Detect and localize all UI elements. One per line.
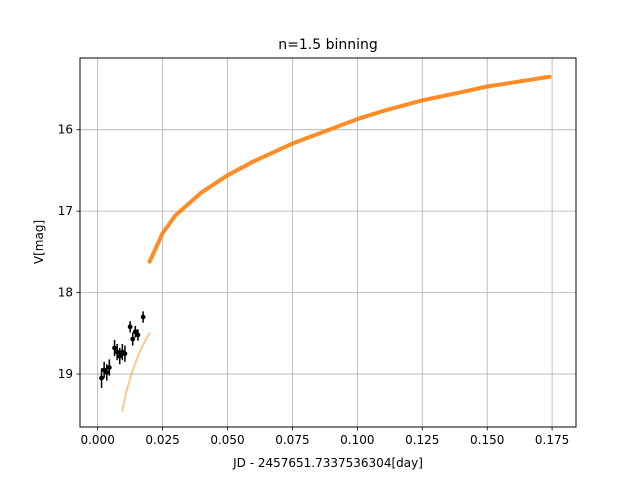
x-tick-label: 0.050 (210, 433, 244, 447)
data-point (112, 345, 117, 351)
model-curve-early (121, 332, 151, 412)
y-axis: 16 17 18 19 (58, 123, 80, 381)
x-tick-label: 0.025 (145, 433, 179, 447)
y-axis-label: V[mag] (32, 220, 46, 264)
y-tick-label: 18 (58, 286, 73, 300)
data-point (106, 365, 112, 370)
data-point (114, 349, 120, 355)
x-axis: 0.000 0.025 0.050 0.075 0.100 0.125 0.150 0.175 (80, 427, 569, 447)
data-point (135, 332, 141, 338)
data-point (127, 324, 133, 330)
x-tick-label: 0.175 (535, 433, 569, 447)
x-tick-label: 0.150 (470, 433, 504, 447)
chart-title: n=1.5 binning (278, 37, 378, 53)
x-tick-label: 0.125 (405, 433, 439, 447)
axes-frame (79, 57, 577, 428)
x-tick-label: 0.000 (80, 433, 114, 447)
data-point (104, 370, 110, 375)
x-axis-label: JD - 2457651.7337536304[day] (232, 456, 423, 470)
x-tick-label: 0.100 (340, 433, 374, 447)
y-tick-label: 16 (58, 123, 73, 137)
data-point (140, 314, 146, 320)
data-point (99, 375, 104, 381)
plot-area (99, 74, 552, 412)
y-tick-label: 19 (58, 367, 73, 381)
x-tick-label: 0.075 (275, 433, 309, 447)
data-point (117, 353, 123, 359)
data-point (132, 329, 138, 335)
data-point (130, 336, 136, 342)
y-tick-label: 17 (58, 204, 73, 218)
data-point (122, 351, 128, 357)
model-curve-main (147, 74, 552, 264)
